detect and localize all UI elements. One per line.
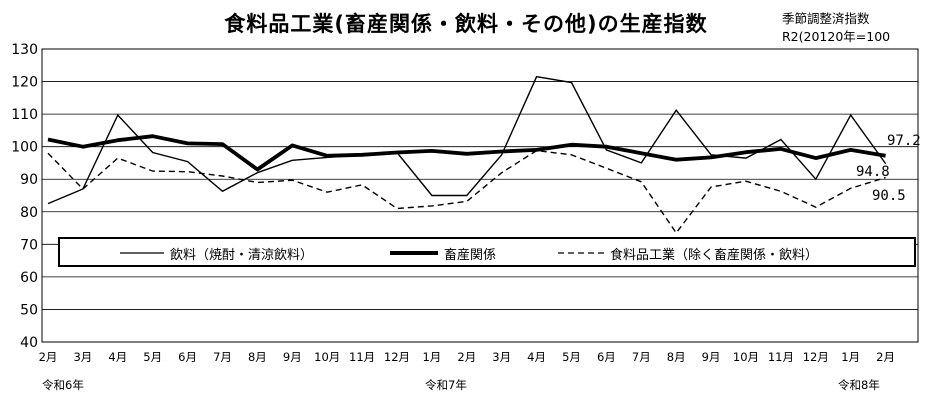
dashed-line-swatch [558,252,604,254]
x-tick-label: 7月 [632,350,651,364]
y-tick-label: 60 [20,270,38,286]
x-tick-label: 2月 [876,350,895,364]
x-tick-label: 4月 [527,350,546,364]
thick-line-swatch [390,251,438,255]
x-tick-label: 9月 [702,350,721,364]
plot-frame [41,48,919,343]
era-label: 令和7年 [425,378,467,392]
x-tick-label: 4月 [108,350,127,364]
x-tick-label: 3月 [492,350,511,364]
legend-label: 畜産関係 [444,247,497,263]
x-tick-label: 2月 [457,350,476,364]
note-line: 季節調整済指数 [782,11,870,26]
x-tick-label: 12月 [803,350,829,364]
x-tick-label: 9月 [283,350,302,364]
y-tick-label: 120 [11,75,38,91]
y-tick-label: 70 [20,237,38,253]
note-line: R2(20120年=100 [782,29,891,44]
legend-label: 食料品工業（除く畜産関係・飲料） [610,247,819,263]
legend-label: 飲料（焼酎・清涼飲料） [170,247,314,263]
x-tick-label: 6月 [178,350,197,364]
y-tick-label: 90 [20,172,38,188]
x-tick-label: 11月 [768,350,794,364]
x-tick-label: 12月 [384,350,410,364]
value-annotation: 97.2 [887,133,921,149]
x-tick-label: 11月 [349,350,375,364]
x-tick-label: 10月 [314,350,340,364]
x-tick-label: 10月 [733,350,759,364]
x-tick-label: 3月 [73,350,92,364]
legend-item: 食料品工業（除く畜産関係・飲料） [558,244,819,263]
series-line-thick [47,134,886,172]
era-label: 令和6年 [42,378,84,392]
x-tick-label: 8月 [667,350,686,364]
x-tick-label: 1月 [841,350,860,364]
y-tick-label: 80 [20,205,38,221]
index-note: 季節調整済指数 R2(20120年=100 [782,10,890,46]
x-tick-label: 2月 [39,350,58,364]
x-tick-label: 5月 [562,350,581,364]
y-tick-label: 40 [20,335,38,351]
legend-item: 飲料（焼酎・清涼飲料） [120,244,314,263]
value-annotation: 90.5 [872,188,906,204]
y-tick-label: 100 [11,140,38,156]
x-tick-label: 1月 [422,350,441,364]
value-annotation: 94.8 [856,164,890,180]
y-tick-label: 50 [20,302,38,318]
y-tick-label: 130 [11,42,38,58]
chart-legend: 飲料（焼酎・清涼飲料） 畜産関係 食料品工業（除く畜産関係・飲料） [58,237,916,267]
thin-line-swatch [120,252,164,254]
series-line-dashed [47,149,886,235]
x-tick-label: 6月 [597,350,616,364]
era-label: 令和8年 [838,378,880,392]
legend-item: 畜産関係 [390,244,497,263]
chart-title: 食料品工業(畜産関係・飲料・その他)の生産指数 [224,12,708,36]
x-tick-label: 8月 [248,350,267,364]
series-line-thin [47,75,887,205]
y-tick-label: 110 [11,107,38,123]
x-tick-label: 5月 [143,350,162,364]
x-tick-label: 7月 [213,350,232,364]
